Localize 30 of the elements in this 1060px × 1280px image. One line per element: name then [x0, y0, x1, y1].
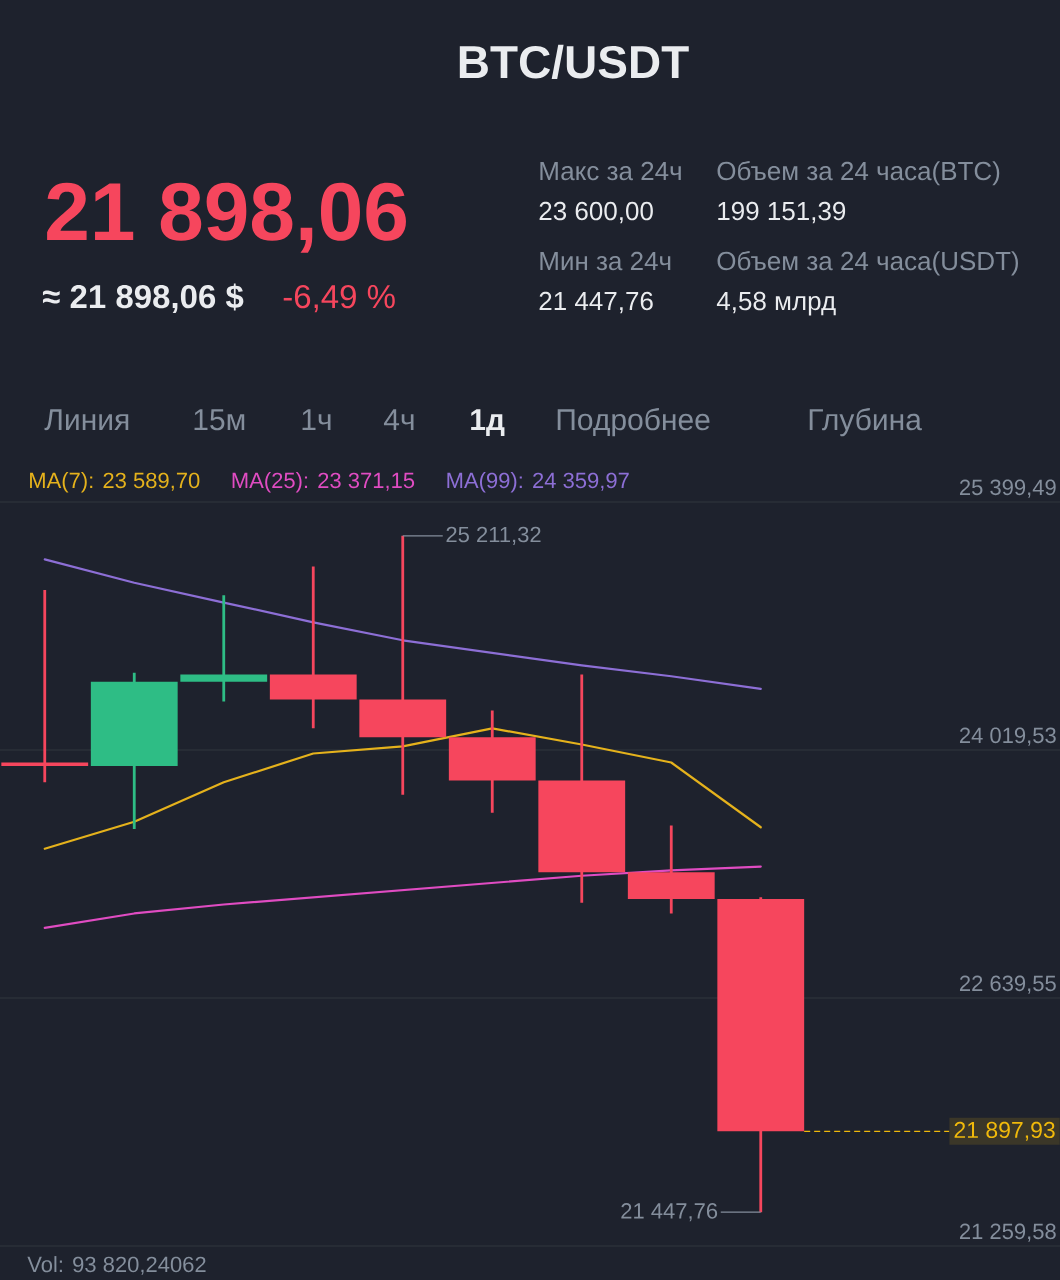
text: MA(7): 23 589,70 — [30, 472, 200, 493]
y-tick-label: 25 399,49 — [959, 479, 1056, 498]
text: Глубина — [809, 408, 922, 437]
text: 15м — [194, 409, 245, 431]
y-tick-label: 21 259,58 — [959, 1223, 1056, 1242]
text: Объем за 24 часа(BTC) — [717, 160, 1000, 186]
text: Линия — [44, 409, 129, 431]
text: 21 447,76 — [539, 291, 653, 314]
text: ≈ 21 898,06 $ — [42, 283, 244, 314]
text: 1ч — [302, 409, 331, 430]
text: 23 600,00 — [539, 201, 653, 224]
text: -6,49 % — [283, 284, 395, 313]
text: MA(99): 24 359,97 — [447, 472, 629, 493]
text: Мин за 24ч — [540, 251, 671, 271]
annotation: 25 211,32 — [446, 526, 541, 545]
text: 21 898,06 — [47, 182, 406, 253]
text: 4,58 млрд — [716, 291, 836, 316]
text: Макс за 24ч — [540, 161, 681, 181]
text: Подробнее — [557, 408, 710, 437]
text: 199 151,39 — [718, 201, 846, 224]
chart-title: BTC/USDT — [459, 44, 689, 79]
text: 1д — [471, 409, 505, 436]
text: MA(25): 23 371,15 — [232, 472, 415, 493]
text: 4ч — [383, 409, 414, 430]
y-tick-label: 24 019,53 — [959, 727, 1056, 746]
ref-line-label: 21 897,93 — [954, 1121, 1055, 1141]
text: Vol: 93 820,24062 — [27, 1256, 206, 1275]
annotation: 21 447,76 — [621, 1203, 718, 1222]
y-tick-label: 22 639,55 — [959, 975, 1056, 994]
text: Объем за 24 часа(USDT) — [717, 250, 1019, 276]
